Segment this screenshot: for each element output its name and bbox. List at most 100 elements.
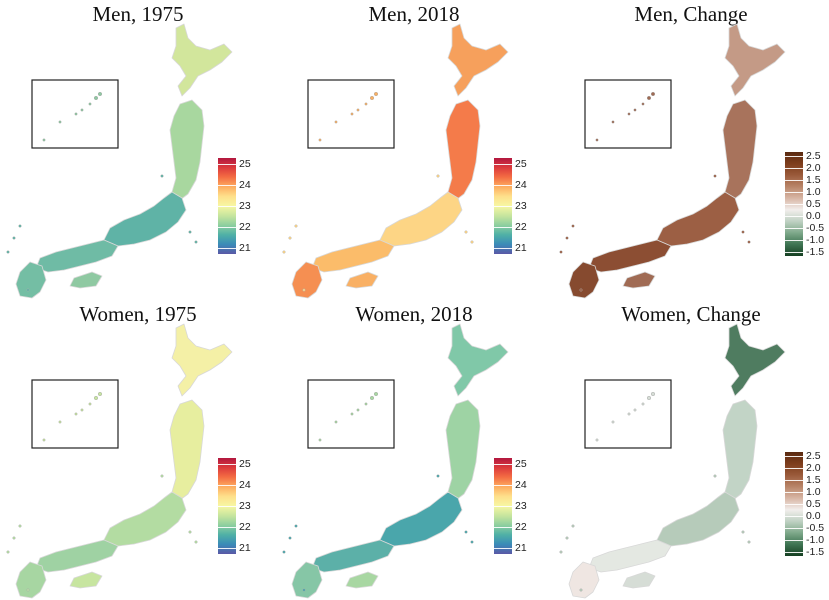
japan-map xyxy=(282,323,509,599)
legend-tickmark xyxy=(785,492,803,493)
legend-tickmark xyxy=(494,206,512,207)
legend-tick-label: 25 xyxy=(239,158,251,170)
map-panel: Women, Change 2.5 2.0 1.5 1.0 0.5 0.0 -0.5 -1.0-… xyxy=(553,300,829,600)
legend-tickmark xyxy=(494,506,512,507)
okinawa-island xyxy=(88,402,92,406)
map-panel: Men, 1975 25 24 23 22 21 xyxy=(0,0,276,300)
okinawa-inset-box xyxy=(584,379,672,449)
color-legend: 25 24 23 22 21 xyxy=(218,458,268,554)
small-island xyxy=(579,588,583,592)
small-island xyxy=(26,588,30,592)
legend-tick-label: 24 xyxy=(239,179,251,191)
legend-tickmark xyxy=(494,485,512,486)
legend-tick-label: 25 xyxy=(515,158,527,170)
small-island xyxy=(436,474,440,478)
color-legend: 2.5 2.0 1.5 1.0 0.5 0.0 -0.5 -1.0 -1.5 xyxy=(785,151,829,257)
legend-tick-label: 22 xyxy=(239,521,251,533)
legend-tickmark xyxy=(785,204,803,205)
region-islands xyxy=(69,271,103,289)
legend-tickmark xyxy=(785,528,803,529)
legend-tick-label: 23 xyxy=(515,500,527,512)
okinawa-island xyxy=(74,112,78,116)
region-islands xyxy=(622,271,656,289)
legend-tickmark xyxy=(218,464,236,465)
region-hokkaido xyxy=(447,323,509,397)
okinawa-island xyxy=(373,391,378,396)
legend-tick-label: 21 xyxy=(515,542,527,554)
map-panel: Men, 2018 25 24 23 22 21 xyxy=(276,0,552,300)
okinawa-island xyxy=(650,391,655,396)
map-panel: Women, 1975 25 24 23 22 21 xyxy=(0,300,276,600)
legend-tickmark xyxy=(494,164,512,165)
panel-title: Women, 1975 xyxy=(79,302,197,326)
legend-tick-label: -1.5 xyxy=(806,546,825,558)
legend-tick-label: 23 xyxy=(515,200,527,212)
small-island xyxy=(160,174,164,178)
okinawa-island xyxy=(646,395,651,400)
okinawa-island xyxy=(42,138,46,142)
region-islands xyxy=(622,571,656,589)
okinawa-island xyxy=(74,412,78,416)
legend-tick-label: 0.5 xyxy=(806,198,821,210)
legend-tickmark xyxy=(785,192,803,193)
legend-tickmark xyxy=(218,485,236,486)
small-island xyxy=(579,288,583,292)
panel-title: Men, 2018 xyxy=(368,2,460,26)
okinawa-island xyxy=(595,438,599,442)
legend-tick-label: 2.0 xyxy=(806,162,821,174)
region-west xyxy=(311,539,395,573)
legend-tickmark xyxy=(218,227,236,228)
legend-tickmark xyxy=(785,552,803,553)
okinawa-island xyxy=(627,412,631,416)
small-island xyxy=(559,550,563,554)
region-hokkaido xyxy=(724,23,786,97)
legend-tick-label: 21 xyxy=(239,242,251,254)
region-central xyxy=(379,191,463,247)
small-island xyxy=(18,224,22,228)
small-island xyxy=(12,536,16,540)
okinawa-inset-box xyxy=(31,379,119,449)
region-islands xyxy=(69,571,103,589)
legend-tickmark xyxy=(785,468,803,469)
region-west xyxy=(311,239,395,273)
okinawa-island xyxy=(650,91,655,96)
legend-tickmark xyxy=(785,240,803,241)
legend-tick-label: 0.5 xyxy=(806,498,821,510)
legend-tickmark xyxy=(785,540,803,541)
okinawa-island xyxy=(318,138,322,142)
legend-tick-label: 2.0 xyxy=(806,462,821,474)
okinawa-island xyxy=(93,395,98,400)
small-island xyxy=(747,240,751,244)
region-west xyxy=(35,239,119,273)
okinawa-island xyxy=(318,438,322,442)
legend-tickmark xyxy=(494,548,512,549)
legend-tickmark xyxy=(494,527,512,528)
legend-tickmark xyxy=(218,548,236,549)
legend-tickmark xyxy=(494,227,512,228)
legend-tickmark xyxy=(785,228,803,229)
small-island xyxy=(194,240,198,244)
small-island xyxy=(188,530,192,534)
legend-tick-label: 0.0 xyxy=(806,210,821,222)
legend-tick-label: 0.0 xyxy=(806,510,821,522)
legend-tick-label: 23 xyxy=(239,200,251,212)
legend-tickmark xyxy=(785,504,803,505)
small-island xyxy=(18,524,22,528)
small-island xyxy=(6,550,10,554)
japan-map xyxy=(6,323,233,599)
panel-title: Men, Change xyxy=(634,2,748,26)
region-hokkaido xyxy=(171,23,233,97)
small-island xyxy=(294,524,298,528)
legend-tick-label: 25 xyxy=(515,458,527,470)
okinawa-island xyxy=(93,95,98,100)
legend-tick-label: 2.5 xyxy=(806,450,821,462)
region-south xyxy=(291,561,323,599)
legend-tickmark xyxy=(785,252,803,253)
okinawa-island xyxy=(369,395,374,400)
legend-tick-label: 24 xyxy=(515,179,527,191)
okinawa-island xyxy=(611,120,615,124)
legend-tickmark xyxy=(218,506,236,507)
okinawa-island xyxy=(42,438,46,442)
region-north xyxy=(169,399,205,501)
small-island xyxy=(302,588,306,592)
